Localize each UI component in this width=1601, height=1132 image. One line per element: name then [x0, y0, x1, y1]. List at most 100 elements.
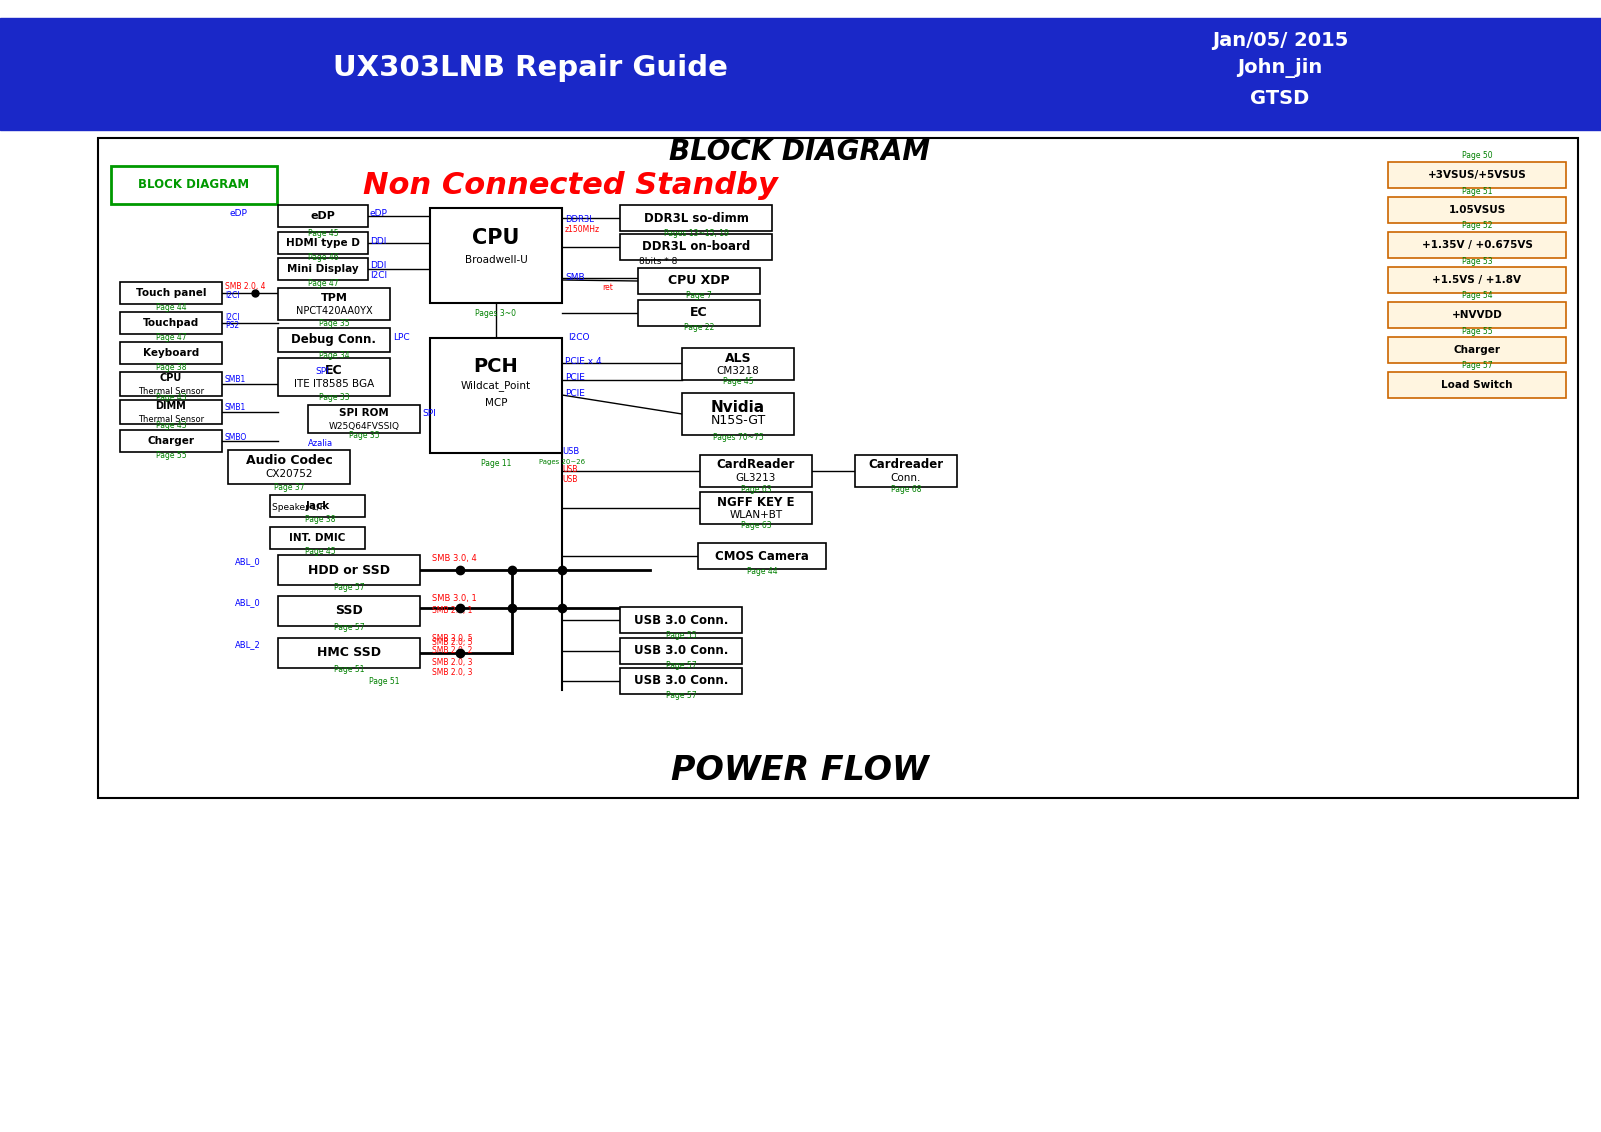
Text: I2CI: I2CI — [226, 292, 240, 300]
Text: Page 55: Page 55 — [666, 631, 696, 640]
Text: Conn.: Conn. — [890, 473, 921, 483]
Text: SSD: SSD — [335, 604, 363, 617]
Text: Page 51: Page 51 — [1462, 187, 1492, 196]
Bar — [120, 372, 223, 396]
Text: 1.05VSUS: 1.05VSUS — [1449, 205, 1505, 215]
Text: Page 43: Page 43 — [155, 394, 186, 403]
Text: eDP: eDP — [231, 208, 248, 217]
Bar — [1388, 162, 1566, 188]
Bar — [279, 358, 391, 396]
Bar — [682, 348, 794, 380]
Text: Nvidia: Nvidia — [711, 401, 765, 415]
Text: USB 3.0 Conn.: USB 3.0 Conn. — [634, 675, 728, 687]
Text: I2CO: I2CO — [568, 334, 589, 343]
Text: USB 3.0 Conn.: USB 3.0 Conn. — [634, 644, 728, 658]
Bar — [279, 638, 419, 668]
Text: Page 22: Page 22 — [684, 324, 714, 333]
Text: Charger: Charger — [1454, 345, 1500, 355]
Text: CPU XDP: CPU XDP — [668, 274, 730, 288]
Text: Page 47: Page 47 — [155, 334, 186, 343]
Bar — [698, 543, 826, 569]
Bar — [279, 205, 368, 228]
Text: POWER FLOW: POWER FLOW — [671, 754, 929, 787]
Text: SMB 3.0, 1: SMB 3.0, 1 — [432, 594, 477, 603]
Text: EC: EC — [690, 307, 708, 319]
Text: N15S-GT: N15S-GT — [711, 414, 765, 428]
Text: Page 57: Page 57 — [333, 583, 365, 592]
Text: Page 7: Page 7 — [687, 292, 712, 300]
Text: Pages 70~75: Pages 70~75 — [712, 434, 764, 443]
Text: ALS: ALS — [725, 352, 751, 365]
Text: Thermal Sensor: Thermal Sensor — [138, 386, 203, 395]
Text: Keyboard: Keyboard — [142, 348, 199, 358]
Text: ret: ret — [602, 283, 613, 292]
Text: +NVVDD: +NVVDD — [1452, 310, 1502, 320]
Text: UX303LNB Repair Guide: UX303LNB Repair Guide — [333, 54, 727, 82]
Text: ABL_2: ABL_2 — [235, 641, 261, 650]
Text: HMC SSD: HMC SSD — [317, 646, 381, 660]
Bar — [227, 451, 351, 484]
Text: I2CI: I2CI — [226, 312, 240, 321]
Text: Page 55: Page 55 — [1462, 326, 1492, 335]
Bar — [279, 555, 419, 585]
Bar — [639, 268, 760, 294]
Text: Page 57: Page 57 — [666, 661, 696, 670]
Text: MCP: MCP — [485, 398, 508, 408]
Text: BLOCK DIAGRAM: BLOCK DIAGRAM — [138, 179, 250, 191]
Bar — [120, 430, 223, 452]
Bar — [700, 455, 812, 487]
Text: Load Switch: Load Switch — [1441, 380, 1513, 391]
Text: +1.35V / +0.675VS: +1.35V / +0.675VS — [1422, 240, 1532, 250]
Text: SMB 3.0, 5: SMB 3.0, 5 — [432, 634, 472, 643]
Bar — [279, 288, 391, 320]
Text: Page 51: Page 51 — [368, 677, 399, 686]
Text: DDR3L: DDR3L — [565, 215, 594, 224]
Text: USB: USB — [562, 475, 578, 484]
Text: CM3218: CM3218 — [717, 366, 759, 376]
Text: LPC: LPC — [392, 333, 410, 342]
FancyBboxPatch shape — [110, 166, 277, 204]
Text: Page 63: Page 63 — [741, 484, 772, 494]
Text: SMB 2.0, 5: SMB 2.0, 5 — [432, 637, 472, 646]
Text: W25Q64FVSSIQ: W25Q64FVSSIQ — [328, 421, 400, 430]
Bar — [271, 495, 365, 517]
Bar — [1388, 302, 1566, 328]
Bar — [1388, 372, 1566, 398]
Text: BLOCK DIAGRAM: BLOCK DIAGRAM — [669, 138, 930, 166]
Text: Page 44: Page 44 — [746, 566, 778, 575]
Text: CPU: CPU — [160, 374, 183, 383]
Text: Azalia: Azalia — [307, 438, 333, 447]
Text: SMB1: SMB1 — [226, 376, 247, 385]
Text: DDR3L on-board: DDR3L on-board — [642, 240, 751, 254]
Text: HDD or SSD: HDD or SSD — [307, 564, 391, 576]
Text: Page 47: Page 47 — [307, 278, 338, 288]
Text: Page 38: Page 38 — [304, 515, 335, 524]
Text: Page 45: Page 45 — [722, 377, 754, 386]
Text: Page 44: Page 44 — [155, 303, 186, 312]
Text: CardReader: CardReader — [717, 458, 796, 472]
Text: Page 63: Page 63 — [741, 522, 772, 531]
Text: INT. DMIC: INT. DMIC — [290, 533, 346, 543]
Text: WLAN+BT: WLAN+BT — [730, 511, 783, 520]
Bar — [620, 234, 772, 260]
Bar — [620, 668, 741, 694]
Text: USB: USB — [562, 465, 578, 474]
Text: Page 11: Page 11 — [480, 458, 511, 468]
Text: ITE IT8585 BGA: ITE IT8585 BGA — [295, 379, 375, 389]
Text: SMB1: SMB1 — [226, 403, 247, 412]
Text: John_jin: John_jin — [1238, 58, 1322, 78]
Text: Page 34: Page 34 — [319, 351, 349, 360]
Text: Page 57: Page 57 — [1462, 361, 1492, 370]
Text: Page 38: Page 38 — [155, 362, 186, 371]
Bar — [682, 393, 794, 435]
Text: DDI: DDI — [370, 237, 386, 246]
Text: Touch panel: Touch panel — [136, 288, 207, 298]
Text: Wildcat_Point: Wildcat_Point — [461, 380, 532, 392]
Text: Page 50: Page 50 — [1462, 152, 1492, 161]
Text: SMB: SMB — [565, 274, 584, 283]
Text: Page 46: Page 46 — [307, 254, 338, 263]
Bar — [271, 528, 365, 549]
Text: Page 35: Page 35 — [319, 318, 349, 327]
Text: CX20752: CX20752 — [266, 469, 312, 479]
Text: Touchpad: Touchpad — [142, 318, 199, 328]
